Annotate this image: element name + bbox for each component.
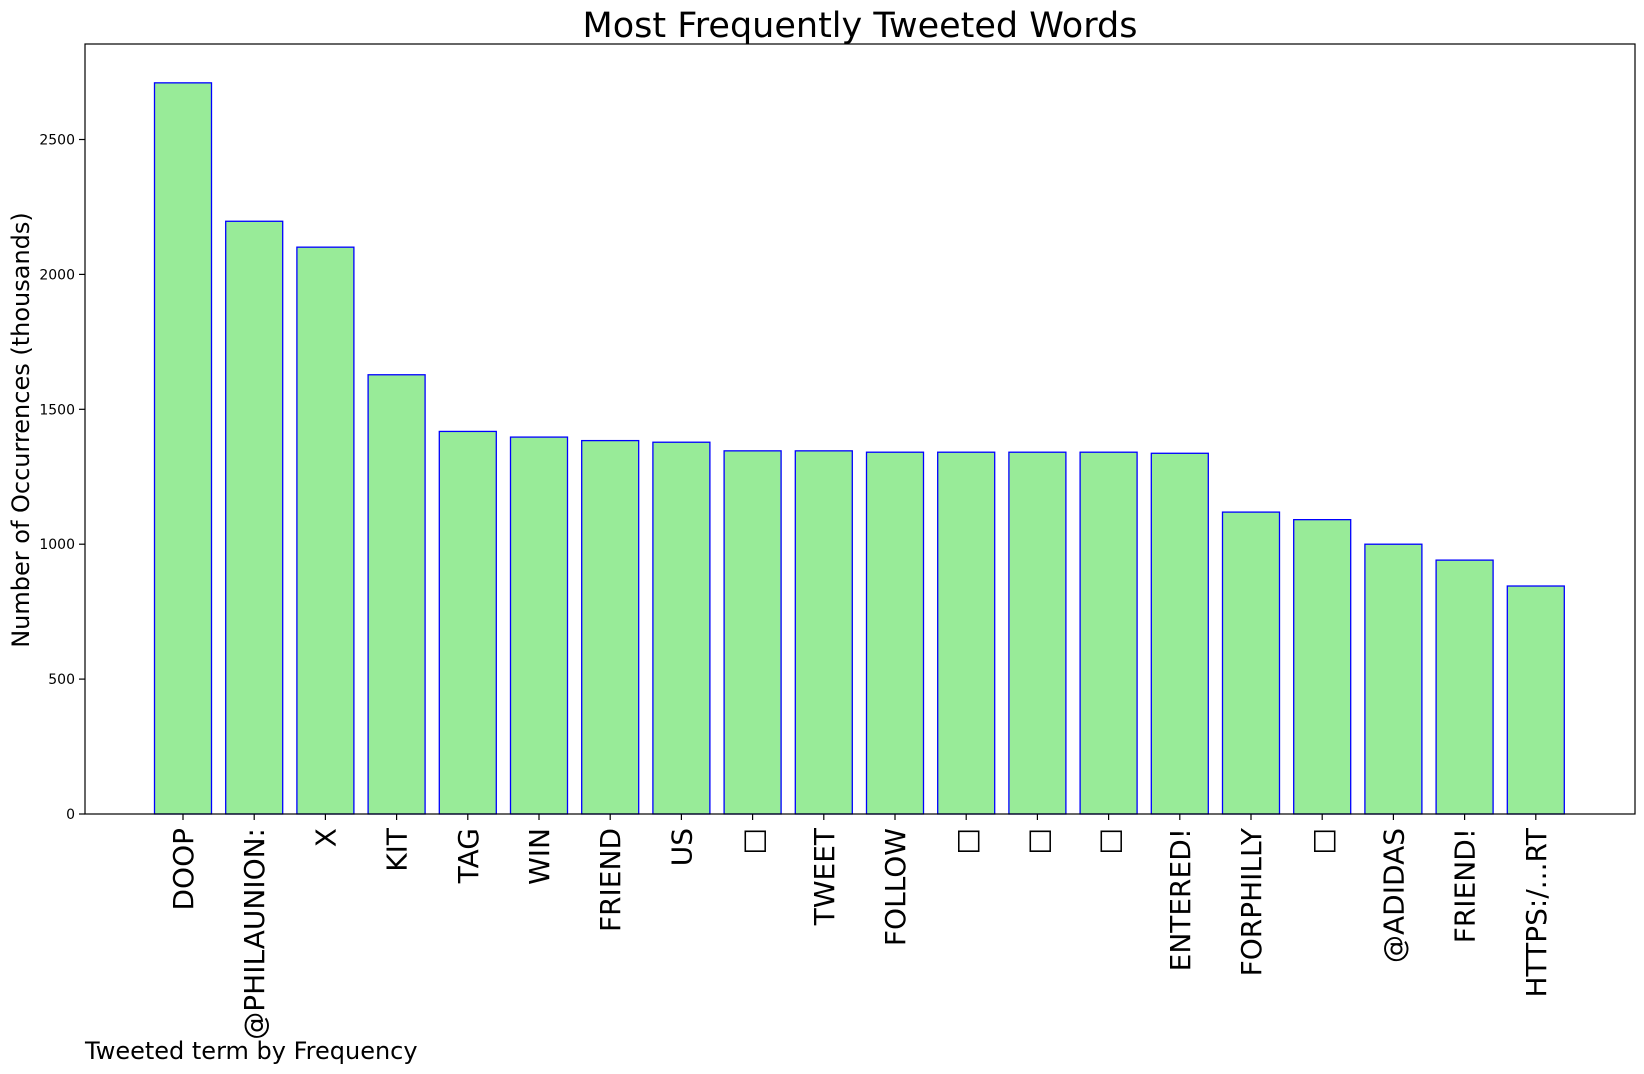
bar-3: [296, 246, 355, 815]
y-axis-label: Number of Occurrences (thousands): [7, 212, 35, 648]
x-tick-label-8: US: [665, 828, 698, 866]
x-tick-label-2: @PHILAUNION:: [238, 828, 271, 1040]
y-tick-label-0: 0: [66, 807, 75, 823]
x-tick-label-18: @ADIDAS: [1377, 828, 1410, 963]
bar-12: [937, 451, 996, 815]
x-axis: DOOP @PHILAUNION: X KIT TAG WIN FRIEND US □ TWEET…: [167, 814, 1553, 1040]
x-tick-label-16: FORPHILLY: [1235, 827, 1268, 976]
bar-19: [1435, 559, 1494, 815]
bar-1: [153, 82, 213, 815]
bar-6: [509, 436, 569, 815]
bar-18: [1364, 543, 1423, 815]
x-tick-label-10: TWEET: [808, 827, 841, 926]
x-tick-label-20: HTTPS:/...RT: [1520, 827, 1553, 997]
y-tick-label-5: 2500: [39, 133, 75, 149]
x-tick-label-15: ENTERED!: [1164, 828, 1197, 971]
bar-9: [723, 450, 782, 815]
x-tick-label-12: □: [950, 828, 983, 854]
bar-5: [438, 430, 497, 815]
x-tick-label-13: □: [1021, 828, 1054, 854]
bar-4: [367, 374, 426, 815]
x-tick-label-11: FOLLOW: [879, 828, 912, 946]
bars-layer: [153, 82, 1565, 815]
bar-7: [581, 439, 640, 815]
bar-17: [1293, 519, 1352, 815]
x-tick-label-14: □: [1093, 828, 1126, 854]
x-tick-label-9: □: [737, 828, 770, 854]
x-tick-label-4: KIT: [381, 827, 414, 872]
x-tick-label-3: X: [309, 828, 342, 847]
x-tick-label-1: DOOP: [167, 828, 200, 911]
y-axis: 0 500 1000 1500 2000 2500: [39, 133, 85, 823]
bar-11: [865, 451, 925, 815]
x-tick-label-19: FRIEND!: [1449, 828, 1482, 943]
x-axis-label: Tweeted term by Frequency: [84, 1037, 418, 1065]
bar-16: [1221, 511, 1281, 815]
bar-2: [225, 220, 284, 815]
y-tick-label-3: 1500: [39, 402, 75, 418]
bar-20: [1506, 585, 1565, 815]
plot-frame: [84, 43, 1636, 815]
x-tick-label-5: TAG: [452, 828, 485, 884]
x-tick-label-6: WIN: [523, 828, 556, 885]
y-tick-label-1: 500: [48, 672, 75, 688]
bar-14: [1079, 451, 1138, 815]
x-tick-label-17: □: [1306, 828, 1339, 854]
y-tick-label-2: 1000: [39, 537, 75, 553]
bar-10: [794, 450, 853, 815]
bar-15: [1150, 452, 1209, 815]
bar-8: [652, 441, 711, 815]
y-tick-label-4: 2000: [39, 267, 75, 283]
x-tick-label-7: FRIEND: [594, 828, 627, 932]
bar-13: [1008, 451, 1067, 815]
chart-title: Most Frequently Tweeted Words: [583, 6, 1138, 46]
